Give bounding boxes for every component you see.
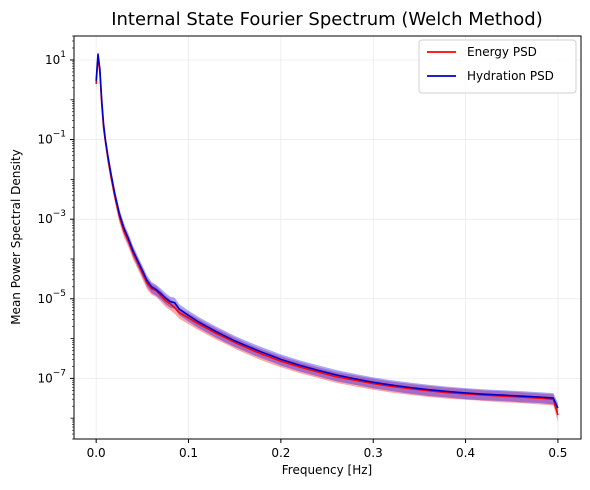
hydration-psd-line: [95, 53, 559, 409]
y-axis-label: Mean Power Spectral Density: [9, 149, 23, 325]
y-tick-label: 10−1: [37, 130, 66, 147]
plot-frame: [73, 35, 582, 440]
grid: [74, 36, 581, 439]
x-axis-label: Frequency [Hz]: [282, 463, 373, 477]
energy-psd-band: [96, 52, 558, 423]
legend-box: [418, 39, 577, 94]
series-lines: [95, 53, 559, 416]
chart-title: Internal State Fourier Spectrum (Welch M…: [111, 9, 543, 30]
y-tick-label: 10−3: [37, 209, 66, 226]
hydration-psd-band: [96, 50, 558, 416]
x-tick-label: 0.3: [364, 446, 383, 460]
legend-label-energy: Energy PSD: [467, 45, 537, 59]
energy-psd-line: [95, 56, 559, 416]
y-tick-label: 101: [45, 50, 66, 67]
legend-label-hydration: Hydration PSD: [467, 69, 554, 83]
y-tick-label: 10−7: [37, 368, 66, 385]
x-tick-label: 0.0: [87, 446, 106, 460]
confidence-bands: [96, 50, 558, 423]
y-tick-label: 10−5: [37, 289, 66, 306]
legend: Energy PSD Hydration PSD: [418, 39, 577, 94]
x-tick-label: 0.1: [179, 446, 198, 460]
x-tick-label: 0.2: [271, 446, 290, 460]
x-axis: 0.0 0.1 0.2 0.3 0.4 0.5: [87, 439, 567, 460]
x-tick-label: 0.4: [456, 446, 475, 460]
x-tick-label: 0.5: [548, 446, 567, 460]
y-axis: 101 10−1 10−3 10−5 10−7: [37, 35, 74, 440]
